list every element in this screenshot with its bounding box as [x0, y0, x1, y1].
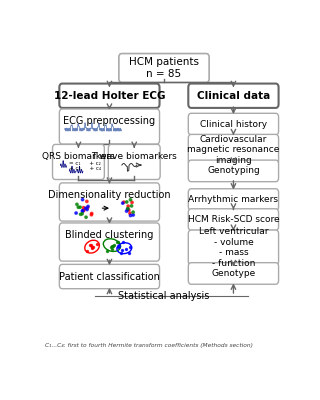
Text: Clinical history: Clinical history	[200, 120, 267, 128]
Point	[80, 211, 85, 217]
FancyBboxPatch shape	[188, 189, 279, 210]
Point	[121, 199, 126, 205]
Point	[84, 248, 89, 254]
Text: Dimensionality reduction: Dimensionality reduction	[48, 190, 171, 200]
Point	[82, 206, 87, 212]
Point	[74, 201, 79, 208]
Text: Patient classification: Patient classification	[59, 272, 160, 282]
Point	[126, 207, 132, 213]
Text: + c₃     + c₄: + c₃ + c₄	[68, 166, 101, 171]
Point	[80, 208, 85, 214]
FancyBboxPatch shape	[188, 230, 279, 265]
Point	[118, 250, 123, 256]
FancyBboxPatch shape	[119, 54, 209, 82]
Point	[85, 203, 91, 210]
Point	[120, 247, 125, 254]
Point	[84, 214, 89, 220]
Point	[80, 208, 85, 214]
Point	[127, 210, 132, 216]
Text: Genotype: Genotype	[211, 269, 256, 278]
Point	[76, 204, 81, 210]
Point	[87, 242, 92, 248]
Text: Arrhythmic markers: Arrhythmic markers	[188, 195, 278, 204]
Text: 12-lead Holter ECG: 12-lead Holter ECG	[54, 91, 165, 101]
Text: QRS biomarkers: QRS biomarkers	[42, 152, 115, 161]
Point	[128, 197, 133, 203]
Point	[83, 205, 88, 212]
Point	[126, 250, 131, 256]
Text: HCM Risk-SCD score: HCM Risk-SCD score	[188, 215, 279, 224]
Point	[125, 206, 130, 212]
Point	[114, 239, 119, 246]
Point	[81, 208, 86, 214]
Point	[123, 246, 128, 252]
Text: ECG preprocessing: ECG preprocessing	[63, 116, 156, 126]
Point	[116, 244, 121, 250]
Point	[110, 243, 115, 250]
Point	[91, 244, 96, 250]
Point	[90, 245, 95, 252]
Point	[80, 196, 85, 203]
FancyBboxPatch shape	[59, 223, 160, 261]
Point	[88, 242, 93, 248]
Point	[77, 204, 83, 210]
Point	[116, 239, 121, 245]
Point	[81, 204, 86, 211]
Text: T wave biomarkers: T wave biomarkers	[92, 152, 177, 161]
Point	[90, 244, 95, 250]
Text: Cardiovascular
magnetic resonance
imaging: Cardiovascular magnetic resonance imagin…	[187, 135, 280, 164]
Point	[108, 244, 113, 250]
Point	[128, 212, 133, 219]
Point	[124, 199, 129, 205]
Point	[111, 242, 116, 248]
FancyBboxPatch shape	[188, 84, 279, 108]
FancyBboxPatch shape	[188, 134, 279, 165]
Point	[131, 209, 136, 215]
FancyBboxPatch shape	[59, 109, 160, 144]
Point	[90, 244, 95, 250]
Text: Blinded clustering: Blinded clustering	[65, 230, 154, 240]
Point	[84, 206, 90, 213]
Point	[125, 206, 131, 212]
FancyBboxPatch shape	[188, 209, 279, 230]
Point	[94, 241, 100, 247]
Point	[124, 208, 129, 214]
Text: Genotyping: Genotyping	[207, 166, 260, 175]
Text: = c₁     + c₂: = c₁ + c₂	[68, 161, 100, 166]
Point	[130, 199, 135, 206]
Point	[78, 211, 83, 218]
Text: Statistical analysis: Statistical analysis	[118, 291, 210, 301]
FancyBboxPatch shape	[52, 144, 104, 180]
FancyBboxPatch shape	[59, 264, 160, 289]
Text: HCM patients
n = 85: HCM patients n = 85	[129, 57, 199, 79]
Point	[127, 244, 132, 250]
Point	[105, 248, 110, 255]
Point	[85, 205, 90, 211]
FancyBboxPatch shape	[188, 160, 279, 182]
FancyBboxPatch shape	[188, 263, 279, 284]
Point	[84, 198, 89, 204]
Point	[117, 243, 122, 249]
Text: C₁...C₄: first to fourth Hermite transform coefficients (Methods section): C₁...C₄: first to fourth Hermite transfo…	[45, 343, 253, 348]
FancyBboxPatch shape	[59, 183, 160, 221]
Point	[120, 200, 125, 206]
Point	[74, 210, 79, 216]
Point	[129, 203, 134, 209]
Point	[110, 243, 115, 250]
FancyBboxPatch shape	[108, 144, 160, 180]
Point	[131, 212, 136, 218]
Text: Clinical data: Clinical data	[197, 91, 270, 101]
Point	[125, 203, 131, 209]
Text: Left ventricular
- volume
- mass
- function: Left ventricular - volume - mass - funct…	[199, 228, 268, 268]
Point	[121, 239, 126, 245]
Point	[110, 246, 115, 252]
FancyBboxPatch shape	[188, 113, 279, 135]
FancyBboxPatch shape	[59, 84, 160, 108]
Point	[89, 212, 94, 218]
Point	[89, 210, 94, 217]
